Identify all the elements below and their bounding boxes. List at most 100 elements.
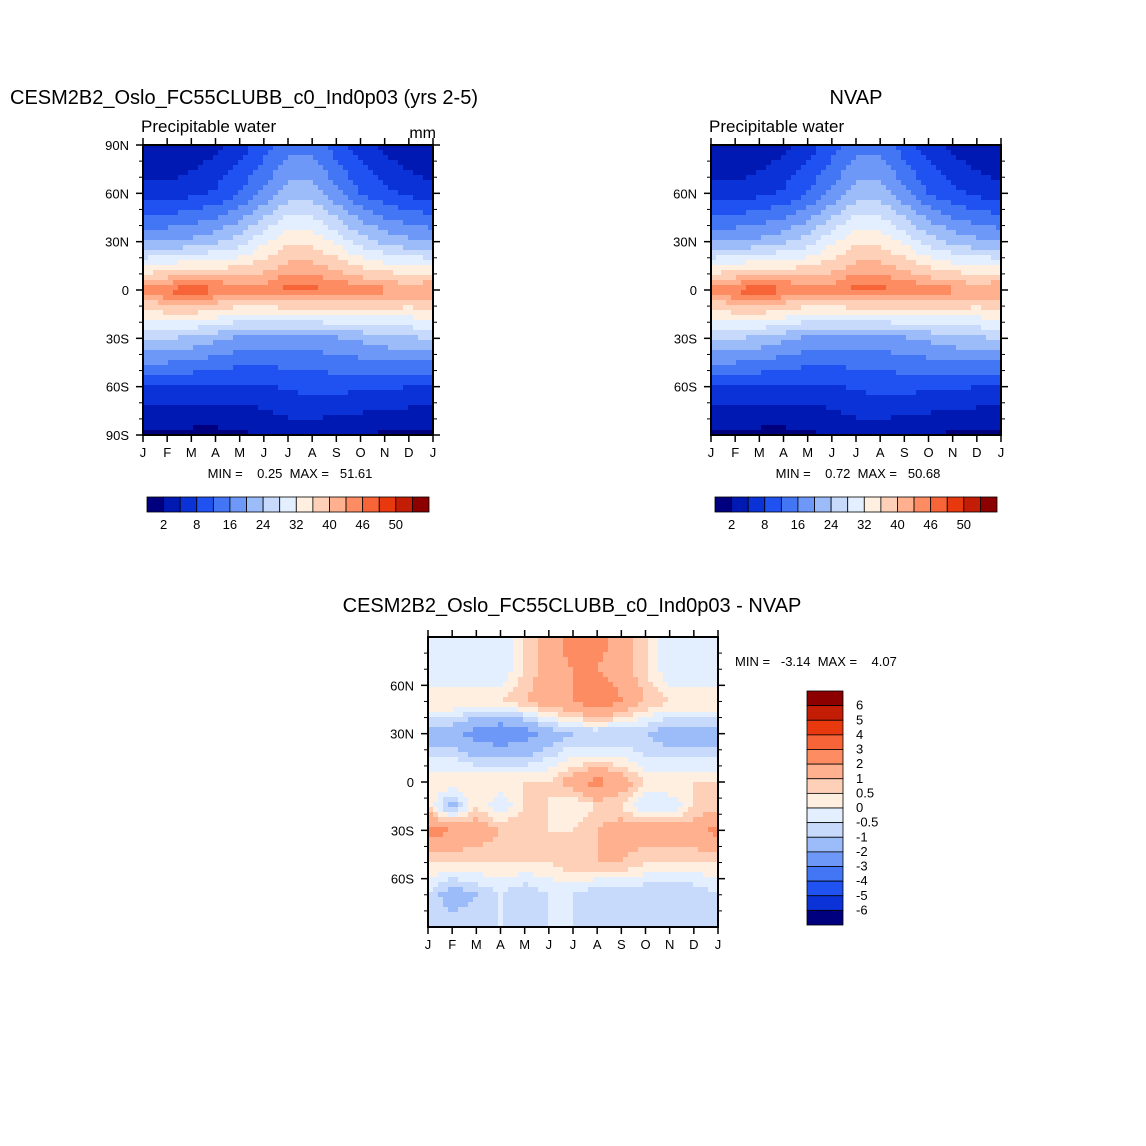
panel1-cell	[408, 200, 414, 206]
panel1-cell	[363, 410, 369, 416]
panel2-cell	[731, 200, 737, 206]
panel1-cell	[398, 190, 404, 196]
panel2-cell	[781, 260, 787, 266]
panel1-cell	[218, 355, 224, 361]
panel1-cell	[363, 315, 369, 321]
panel1-cell	[278, 180, 284, 186]
panel1-cell	[418, 375, 424, 381]
panel2-cell	[966, 155, 972, 161]
panel1-cell	[248, 195, 254, 201]
panel2-cell	[761, 160, 767, 166]
panel1-cell	[313, 295, 319, 301]
panel1-cell	[213, 230, 219, 236]
panel1-cell	[273, 370, 279, 376]
panel1-cell	[308, 190, 314, 196]
panel1-cell	[163, 305, 169, 311]
panel1-cell	[293, 195, 299, 201]
panel1-cell	[213, 420, 219, 426]
panel2-cell	[946, 205, 952, 211]
panel2-cell	[841, 180, 847, 186]
panel1-cell	[253, 420, 259, 426]
panel2-cell	[951, 180, 957, 186]
panel1-cell	[198, 415, 204, 421]
panel2-cell	[836, 155, 842, 161]
panel1-cell	[413, 325, 419, 331]
panel1-cell	[408, 350, 414, 356]
panel2-cell	[711, 165, 717, 171]
panel2-cell	[861, 210, 867, 216]
panel1-cell	[328, 330, 334, 336]
panel2-cell	[911, 145, 917, 151]
panel1-cell	[353, 375, 359, 381]
panel2-cell	[786, 165, 792, 171]
panel1-cell	[163, 415, 169, 421]
panel2-cell	[986, 270, 992, 276]
panel2-cell	[941, 205, 947, 211]
panel1-cell	[353, 425, 359, 431]
panel1-cell	[163, 370, 169, 376]
panel1-cell	[193, 390, 199, 396]
panel1-cell	[223, 330, 229, 336]
panel2-cell	[786, 210, 792, 216]
panel2-cell	[721, 260, 727, 266]
panel2-cell	[781, 265, 787, 271]
panel1-cell	[403, 225, 409, 231]
panel1-cell	[328, 345, 334, 351]
panel1-cell	[343, 255, 349, 261]
panel1-cell	[373, 185, 379, 191]
panel1-cell	[428, 170, 434, 176]
panel2-cell	[716, 215, 722, 221]
panel1-cell	[188, 160, 194, 166]
panel2-cell	[926, 165, 932, 171]
panel2-cell	[926, 235, 932, 241]
panel1-cell	[318, 235, 324, 241]
panel2-cell	[956, 230, 962, 236]
panel2-cell	[716, 270, 722, 276]
panel2-cell	[756, 260, 762, 266]
panel1-cell	[243, 300, 249, 306]
panel2-cell	[726, 145, 732, 151]
panel1-cell	[388, 180, 394, 186]
panel1-cell	[143, 265, 149, 271]
panel1-cell	[293, 145, 299, 151]
panel1-cell	[283, 295, 289, 301]
panel1-cell	[383, 180, 389, 186]
panel1-cell	[253, 240, 259, 246]
panel2-cell	[896, 205, 902, 211]
panel2-cell	[876, 175, 882, 181]
panel1-cell	[408, 315, 414, 321]
panel1-cell	[428, 165, 434, 171]
panel1-cell	[388, 305, 394, 311]
panel1-cell	[333, 190, 339, 196]
panel1-cell	[308, 170, 314, 176]
panel2-cell	[981, 170, 987, 176]
panel1-cell	[228, 265, 234, 271]
panel1-cell	[278, 415, 284, 421]
panel1-cell	[278, 340, 284, 346]
panel1-cell	[393, 260, 399, 266]
panel1-cell	[418, 225, 424, 231]
panel1-cell	[283, 240, 289, 246]
panel2-cell	[831, 225, 837, 231]
panel2-cell	[951, 145, 957, 151]
panel1-cell	[248, 355, 254, 361]
panel2-cell	[781, 205, 787, 211]
panel2-cell	[946, 190, 952, 196]
panel2-cell	[846, 160, 852, 166]
panel1-cell	[238, 145, 244, 151]
panel1-cell	[173, 230, 179, 236]
panel1-cell	[358, 245, 364, 251]
panel2-cell	[716, 180, 722, 186]
panel1-cell	[158, 240, 164, 246]
panel1-cell	[168, 325, 174, 331]
panel2-cell	[816, 185, 822, 191]
panel2-cell	[886, 190, 892, 196]
panel2-cell	[741, 230, 747, 236]
panel1-cell	[418, 315, 424, 321]
panel1-cell	[373, 150, 379, 156]
panel2-cell	[886, 195, 892, 201]
panel2-cell	[881, 240, 887, 246]
panel2-cell	[796, 145, 802, 151]
panel1-cell	[143, 210, 149, 216]
panel2-cell	[721, 255, 727, 261]
